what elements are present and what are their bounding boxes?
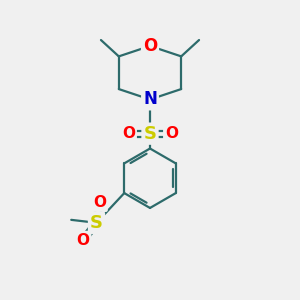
Text: N: N <box>143 91 157 109</box>
Text: O: O <box>165 126 178 141</box>
Text: O: O <box>122 126 135 141</box>
Text: O: O <box>93 195 106 210</box>
Text: S: S <box>90 214 103 232</box>
Text: O: O <box>76 232 90 247</box>
Text: O: O <box>143 37 157 55</box>
Text: S: S <box>143 125 157 143</box>
